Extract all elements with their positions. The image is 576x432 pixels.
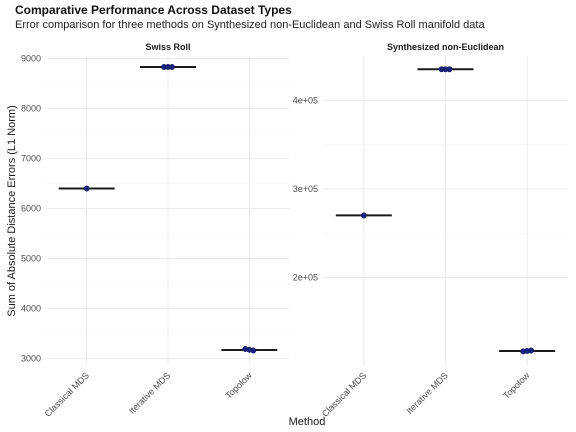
x-tick-label: Iterative MDS — [127, 370, 173, 416]
data-point — [360, 212, 367, 219]
chart-subtitle: Error comparison for three methods on Sy… — [15, 19, 485, 31]
data-point — [446, 66, 453, 73]
data-point — [528, 347, 535, 354]
x-tick-label: Classical MDS — [320, 370, 368, 418]
y-axis-title: Sum of Absolute Distance Errors (L1 Norm… — [6, 105, 18, 317]
x-tick-label: Iterative MDS — [404, 370, 450, 416]
y-tick-label: 9000 — [21, 54, 41, 64]
chart-title: Comparative Performance Across Dataset T… — [15, 3, 292, 17]
data-point — [250, 347, 257, 354]
y-tick-label: 3e+05 — [293, 184, 318, 194]
data-point — [169, 64, 175, 70]
y-tick-label: 4000 — [21, 304, 41, 314]
x-tick-label: Topolow — [223, 370, 254, 401]
y-tick-label: 6000 — [21, 204, 41, 214]
data-point — [83, 185, 90, 192]
x-tick-label: Classical MDS — [43, 370, 91, 418]
x-tick-label: Topolow — [501, 370, 532, 401]
y-tick-label: 3000 — [21, 354, 41, 364]
y-tick-label: 2e+05 — [293, 272, 318, 282]
x-axis-title: Method — [289, 416, 326, 428]
panel-title: Swiss Roll — [145, 42, 190, 52]
panel-title: Synthesized non-Euclidean — [387, 42, 504, 52]
y-tick-label: 8000 — [21, 104, 41, 114]
y-tick-label: 5000 — [21, 254, 41, 264]
y-tick-label: 4e+05 — [293, 95, 318, 105]
y-tick-label: 7000 — [21, 154, 41, 164]
